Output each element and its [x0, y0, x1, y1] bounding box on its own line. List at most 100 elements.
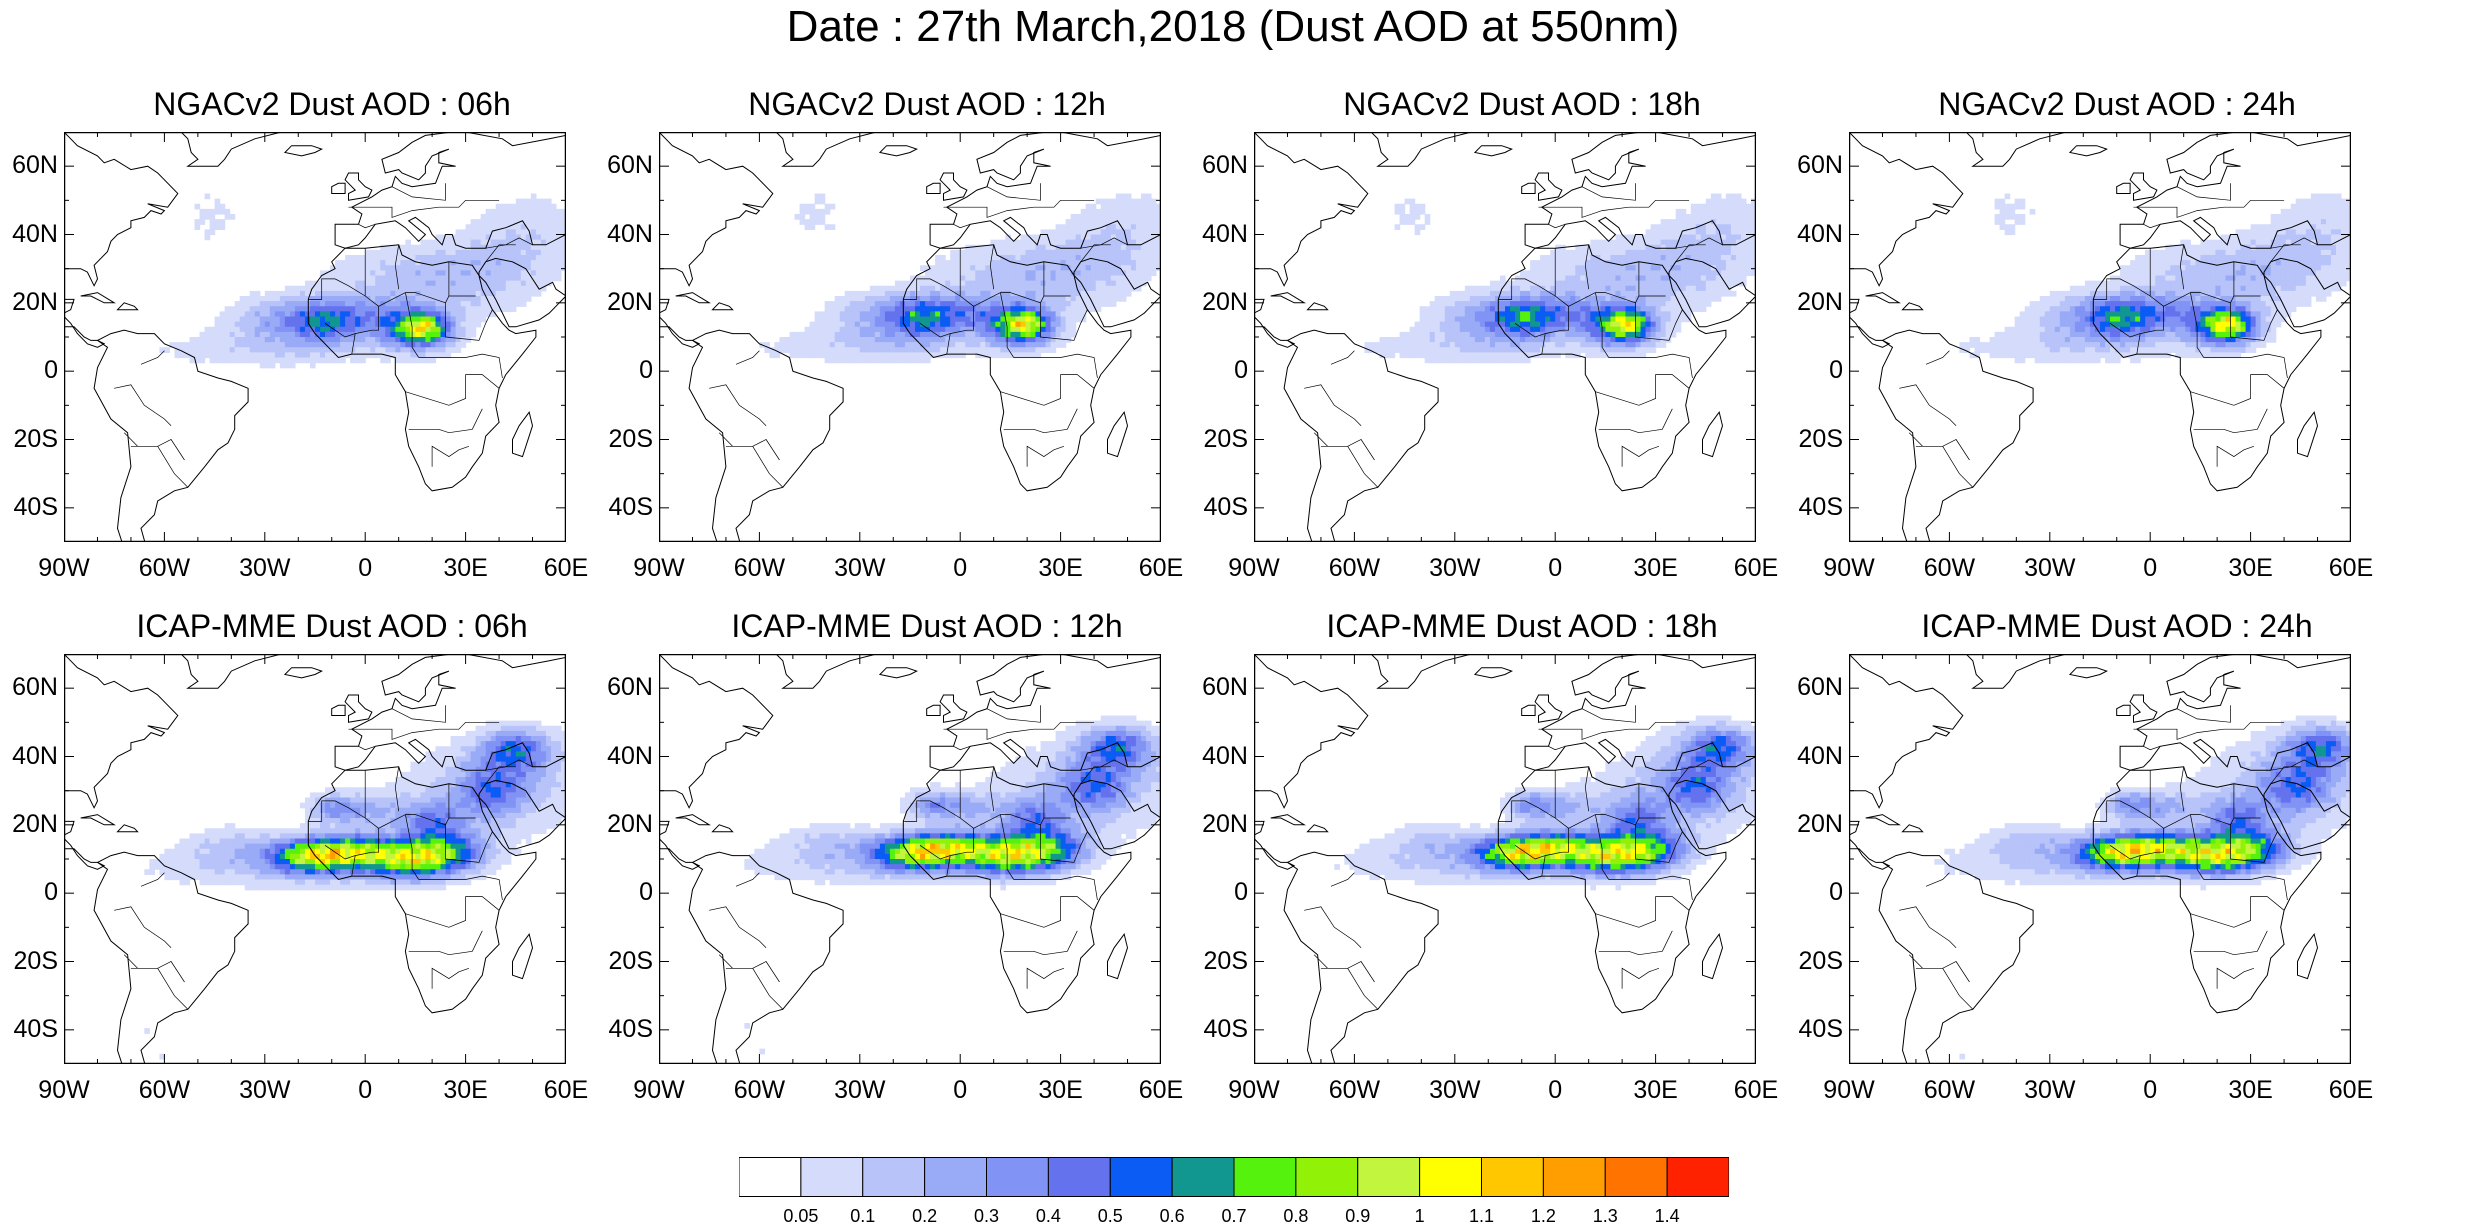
aod-cell	[471, 235, 477, 241]
aod-cell	[551, 204, 557, 210]
aod-cell	[1096, 281, 1102, 287]
aod-cell	[1000, 322, 1006, 328]
aod-cell	[486, 291, 492, 297]
aod-cell	[1076, 306, 1082, 312]
aod-cell	[1661, 311, 1667, 317]
aod-cell	[1475, 322, 1481, 328]
aod-cell	[1555, 270, 1561, 276]
aod-cell	[1555, 337, 1561, 343]
aod-cell	[2241, 240, 2247, 246]
aod-cell	[970, 337, 976, 343]
aod-cell	[2220, 255, 2226, 261]
aod-cell	[975, 276, 981, 282]
aod-cell	[471, 276, 477, 282]
aod-cell	[446, 260, 452, 266]
aod-cell	[1435, 352, 1441, 358]
aod-cell	[415, 296, 421, 302]
aod-cell	[425, 337, 431, 343]
aod-cell	[1495, 322, 1501, 328]
aod-cell	[190, 342, 196, 348]
aod-cell	[240, 317, 246, 323]
aod-cell	[905, 306, 911, 312]
aod-cell	[1056, 311, 1062, 317]
aod-cell	[546, 199, 552, 205]
aod-cell	[2150, 265, 2156, 271]
aod-cell	[945, 311, 951, 317]
lon-label: 30E	[1621, 554, 1691, 583]
aod-cell	[1440, 347, 1446, 353]
aod-cell	[1015, 281, 1021, 287]
aod-cell	[1741, 245, 1747, 251]
aod-cell	[1450, 342, 1456, 348]
aod-cell	[435, 245, 441, 251]
aod-cell	[531, 270, 537, 276]
aod-cell	[1570, 286, 1576, 292]
aod-cell	[1615, 337, 1621, 343]
aod-cell	[446, 322, 452, 328]
aod-cell	[1636, 260, 1642, 266]
aod-cell	[1575, 250, 1581, 256]
aod-cell	[1500, 352, 1506, 358]
aod-cell	[2326, 219, 2332, 225]
aod-cell	[1731, 229, 1737, 235]
aod-cell	[1051, 235, 1057, 241]
aod-cell	[800, 332, 806, 338]
aod-cell	[1731, 219, 1737, 225]
aod-cell	[179, 342, 185, 348]
aod-cell	[1440, 317, 1446, 323]
aod-cell	[255, 327, 261, 333]
aod-cell	[1565, 317, 1571, 323]
aod-cell	[1111, 199, 1117, 205]
aod-cell	[2286, 276, 2292, 282]
aod-cell	[1460, 337, 1466, 343]
aod-cell	[1550, 301, 1556, 307]
aod-cell	[1575, 270, 1581, 276]
aod-cell	[850, 347, 856, 353]
aod-cell	[1036, 281, 1042, 287]
aod-cell	[1666, 260, 1672, 266]
aod-cell	[2155, 260, 2161, 266]
aod-cell	[320, 291, 326, 297]
aod-cell	[2306, 260, 2312, 266]
aod-cell	[1515, 296, 1521, 302]
aod-cell	[265, 291, 271, 297]
aod-cell	[1445, 301, 1451, 307]
aod-cell	[471, 327, 477, 333]
aod-cell	[975, 255, 981, 261]
aod-cell	[1615, 301, 1621, 307]
aod-cell	[1726, 265, 1732, 271]
aod-cell	[815, 337, 821, 343]
aod-cell	[975, 317, 981, 323]
aod-cell	[446, 281, 452, 287]
lat-label: 20S	[593, 425, 653, 454]
aod-cell	[1555, 260, 1561, 266]
aod-cell	[260, 352, 266, 358]
aod-cell	[950, 317, 956, 323]
aod-cell	[1656, 235, 1662, 241]
lon-label: 90W	[1219, 554, 1289, 583]
aod-cell	[1071, 286, 1077, 292]
aod-cell	[220, 317, 226, 323]
aod-cell	[2301, 245, 2307, 251]
aod-cell	[2175, 250, 2181, 256]
aod-cell	[975, 265, 981, 271]
aod-cell	[380, 255, 386, 261]
aod-cell	[2246, 250, 2252, 256]
aod-cell	[1505, 327, 1511, 333]
aod-cell	[355, 281, 361, 287]
aod-cell	[1595, 265, 1601, 271]
aod-cell	[890, 286, 896, 292]
aod-cell	[205, 337, 211, 343]
aod-cell	[1136, 219, 1142, 225]
aod-cell	[1116, 255, 1122, 261]
aod-cell	[506, 255, 512, 261]
aod-cell	[430, 347, 436, 353]
aod-cell	[1555, 250, 1561, 256]
aod-cell	[1651, 301, 1657, 307]
aod-cell	[1131, 209, 1137, 215]
aod-cell	[1151, 260, 1157, 266]
aod-cell	[355, 265, 361, 271]
aod-cell	[210, 337, 216, 343]
aod-cell	[345, 342, 351, 348]
aod-cell	[230, 352, 236, 358]
